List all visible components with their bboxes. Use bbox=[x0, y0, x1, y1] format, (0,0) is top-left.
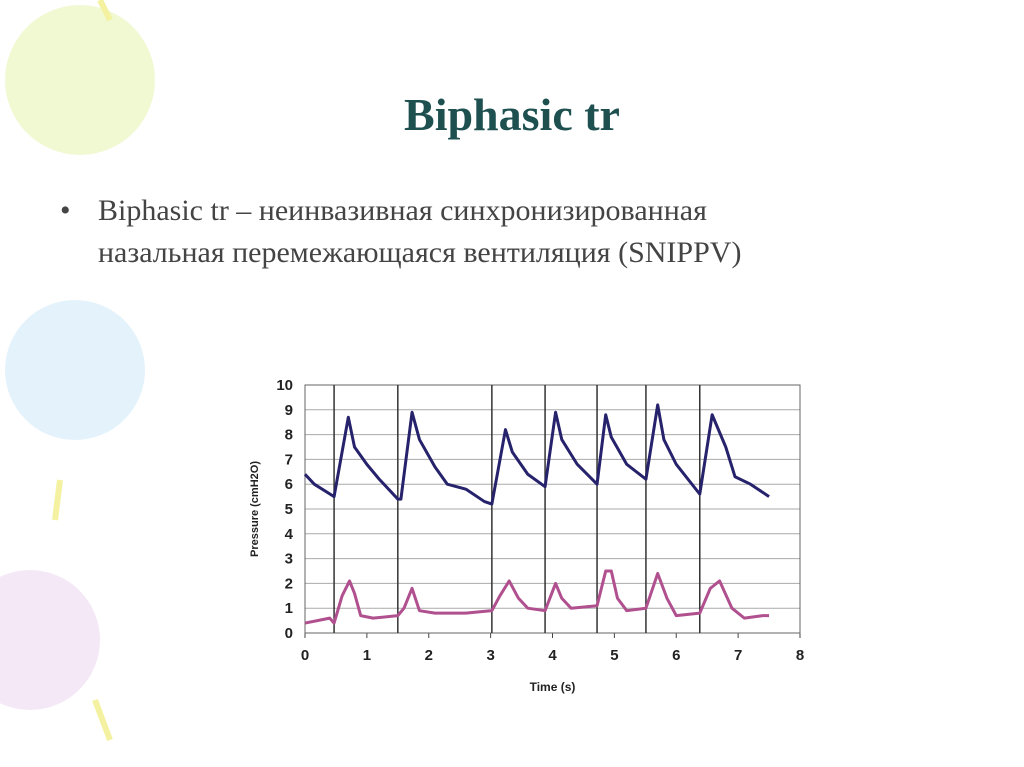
x-tick-label: 1 bbox=[363, 647, 371, 664]
y-tick-label: 0 bbox=[285, 625, 293, 642]
x-tick-label: 0 bbox=[301, 647, 309, 664]
y-tick-label: 6 bbox=[285, 476, 293, 493]
y-tick-label: 9 bbox=[285, 402, 293, 419]
series-line bbox=[303, 403, 770, 506]
y-tick-label: 5 bbox=[285, 501, 293, 518]
y-tick-label: 1 bbox=[285, 600, 293, 617]
x-tick-label: 7 bbox=[734, 647, 742, 664]
plot-frame bbox=[304, 384, 801, 634]
x-tick-label: 5 bbox=[610, 647, 618, 664]
x-axis-label: Time (s) bbox=[530, 680, 576, 694]
slide-title: Biphasic tr bbox=[404, 89, 620, 140]
y-tick-label: 10 bbox=[276, 377, 293, 394]
series-line bbox=[304, 569, 770, 625]
y-tick-label: 2 bbox=[285, 575, 293, 592]
y-tick-label: 8 bbox=[285, 427, 293, 444]
y-tick-label: 3 bbox=[285, 551, 293, 568]
x-tick-label: 6 bbox=[672, 647, 680, 664]
x-tick-label: 2 bbox=[425, 647, 433, 664]
y-tick-label: 4 bbox=[285, 526, 294, 543]
chart: 0 1 2 3 4 5 6 7 8 9 10 0 1 2 3 4 5 6 7 8 Time (s) Pressure (c… bbox=[236, 347, 836, 707]
x-tick-label: 4 bbox=[548, 647, 557, 664]
y-axis-label: Pressure (cmH2O) bbox=[249, 461, 261, 557]
x-tick-label: 8 bbox=[796, 647, 804, 664]
y-tick-label: 7 bbox=[285, 451, 293, 468]
x-tick-label: 3 bbox=[486, 647, 494, 664]
bullet: • Biphasic tr – неинвазивная синхронизир… bbox=[60, 190, 741, 274]
bullet-line: Biphasic tr – неинвазивная синхронизиров… bbox=[98, 194, 707, 227]
chart-background bbox=[236, 347, 836, 707]
bullet-line: назальная перемежающаяся вентиляция (SNI… bbox=[98, 236, 742, 269]
